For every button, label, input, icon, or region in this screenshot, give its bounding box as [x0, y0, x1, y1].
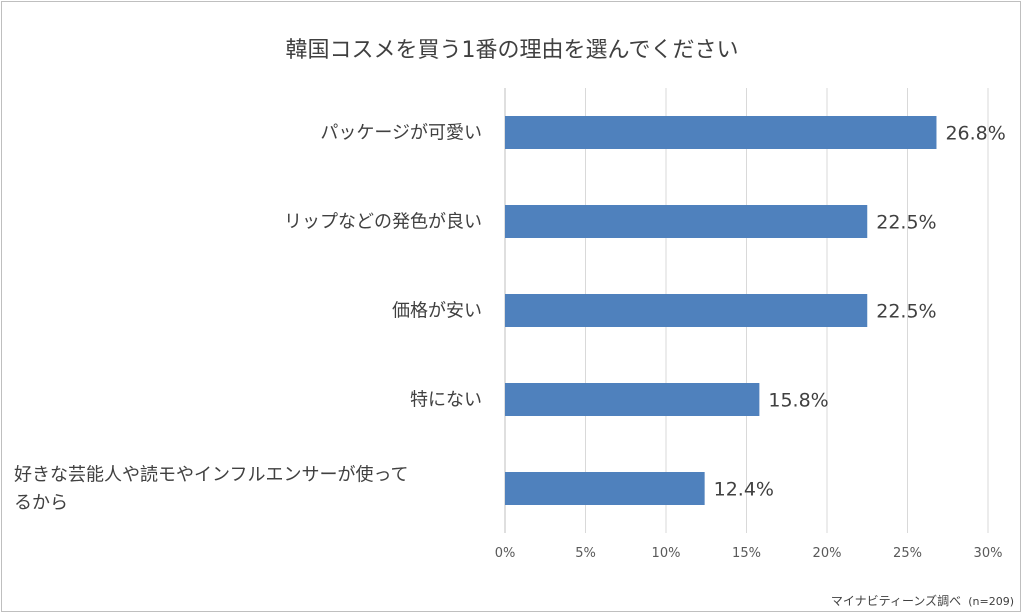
- x-tick-labels: 0% 5% 10% 15% 20% 25% 30%: [495, 546, 1003, 561]
- data-label: 22.5%: [876, 301, 936, 323]
- bars: [505, 116, 937, 505]
- data-label: 12.4%: [714, 479, 774, 501]
- bar: [505, 294, 868, 327]
- x-tick-label: 5%: [575, 546, 596, 561]
- x-tick-label: 25%: [893, 546, 922, 561]
- source-text: マイナビティーンズ調べ: [831, 593, 961, 608]
- bar: [505, 472, 705, 505]
- sample-size-text: (n=209): [968, 595, 1014, 608]
- data-labels: 26.8% 22.5% 22.5% 15.8% 12.4%: [714, 123, 1006, 501]
- data-label: 15.8%: [768, 390, 828, 412]
- category-label-line: リップなどの発色が良い: [284, 212, 482, 233]
- category-label-line: 特にない: [410, 390, 482, 411]
- x-tick-label: 20%: [813, 546, 842, 561]
- category-label: 好きな芸能人や読モやインフルエンサーが使ってるから: [14, 465, 409, 514]
- category-labels: パッケージが可愛いリップなどの発色が良い価格が安い特にない好きな芸能人や読モやイ…: [14, 123, 482, 514]
- x-tick-label: 30%: [974, 546, 1003, 561]
- data-label: 26.8%: [945, 123, 1005, 145]
- category-label: パッケージが可愛い: [320, 123, 482, 144]
- category-label: 特にない: [410, 390, 482, 411]
- category-label-line: 好きな芸能人や読モやインフルエンサーが使って: [14, 465, 409, 486]
- bar: [505, 116, 937, 149]
- bar: [505, 383, 760, 416]
- category-label-line: 価格が安い: [392, 301, 482, 322]
- chart-title: 韓国コスメを買う1番の理由を選んでください: [286, 38, 739, 63]
- data-label: 22.5%: [876, 212, 936, 234]
- category-label: リップなどの発色が良い: [284, 212, 482, 233]
- category-label-line: るから: [14, 493, 68, 514]
- category-label: 価格が安い: [392, 301, 482, 322]
- x-tick-label: 10%: [652, 546, 681, 561]
- category-label-line: パッケージが可愛い: [320, 123, 482, 144]
- x-tick-label: 15%: [732, 546, 761, 561]
- x-tick-label: 0%: [495, 546, 516, 561]
- source-note: マイナビティーンズ調べ (n=209): [831, 590, 1014, 609]
- bar: [505, 205, 868, 238]
